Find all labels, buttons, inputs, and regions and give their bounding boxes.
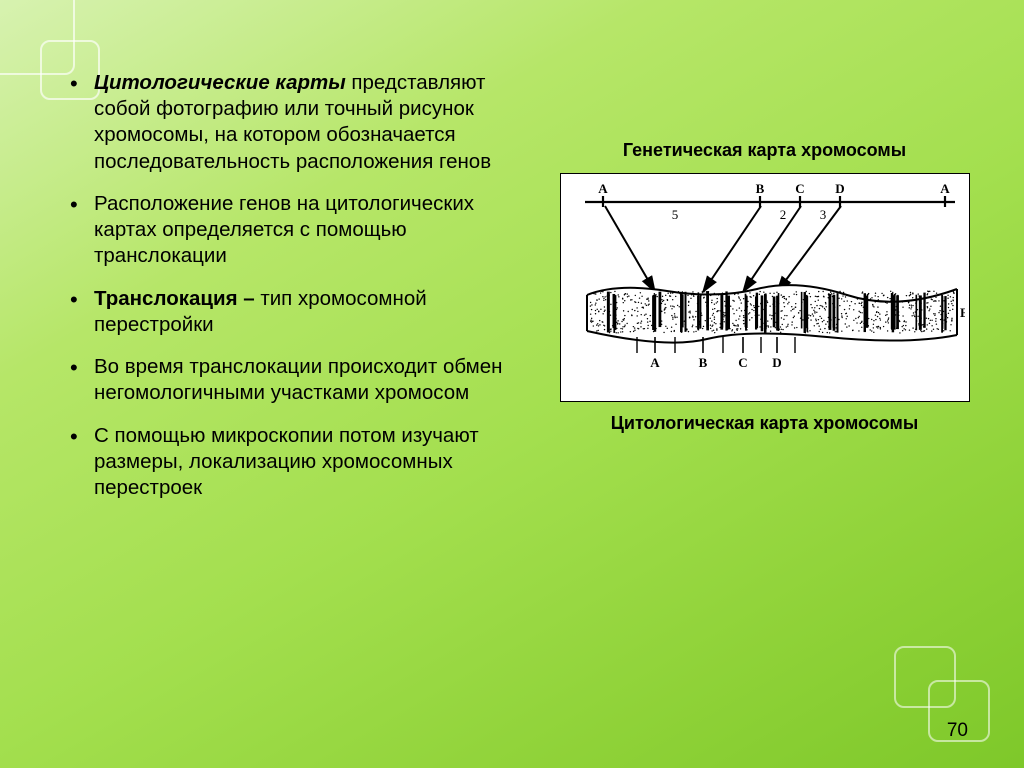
list-item-lead: Транслокация –	[94, 287, 260, 310]
slide: Цитологические карты представляют собой …	[0, 0, 1024, 768]
list-item-text: Во время транслокации происходит обмен н…	[94, 355, 502, 404]
svg-text:A: A	[598, 181, 608, 196]
figure-top-title: Генетическая карта хромосомы	[623, 140, 906, 161]
list-item: Во время транслокации происходит обмен н…	[70, 354, 525, 406]
figure-column: Генетическая карта хромосомы A B C D A 5 2 3 B A B…	[545, 70, 984, 728]
svg-text:A: A	[650, 355, 660, 370]
chromosome-map-diagram: A B C D A 5 2 3 B A B C D	[565, 180, 965, 390]
list-item: Расположение генов на цитологических кар…	[70, 191, 525, 270]
bullet-list: Цитологические карты представляют собой …	[70, 70, 525, 501]
figure-frame: A B C D A 5 2 3 B A B C D	[560, 173, 970, 402]
svg-text:C: C	[738, 355, 747, 370]
list-item: Цитологические карты представляют собой …	[70, 70, 525, 175]
svg-text:A: A	[940, 181, 950, 196]
svg-text:B: B	[755, 181, 764, 196]
list-item: Транслокация – тип хромосомной перестрой…	[70, 286, 525, 338]
figure-bottom-caption: Цитологическая карта хромосомы	[611, 412, 919, 435]
svg-text:B: B	[960, 305, 965, 320]
list-item-text: Расположение генов на цитологических кар…	[94, 192, 474, 267]
svg-text:D: D	[835, 181, 844, 196]
bullet-list-column: Цитологические карты представляют собой …	[70, 70, 525, 728]
list-item: С помощью микроскопии потом изучают разм…	[70, 423, 525, 502]
svg-text:5: 5	[671, 207, 678, 222]
svg-text:2: 2	[779, 207, 786, 222]
svg-text:C: C	[795, 181, 804, 196]
page-number: 70	[947, 720, 968, 742]
svg-text:B: B	[698, 355, 707, 370]
list-item-lead: Цитологические карты	[94, 71, 346, 94]
svg-text:3: 3	[819, 207, 826, 222]
list-item-text: С помощью микроскопии потом изучают разм…	[94, 424, 479, 499]
svg-text:D: D	[772, 355, 781, 370]
